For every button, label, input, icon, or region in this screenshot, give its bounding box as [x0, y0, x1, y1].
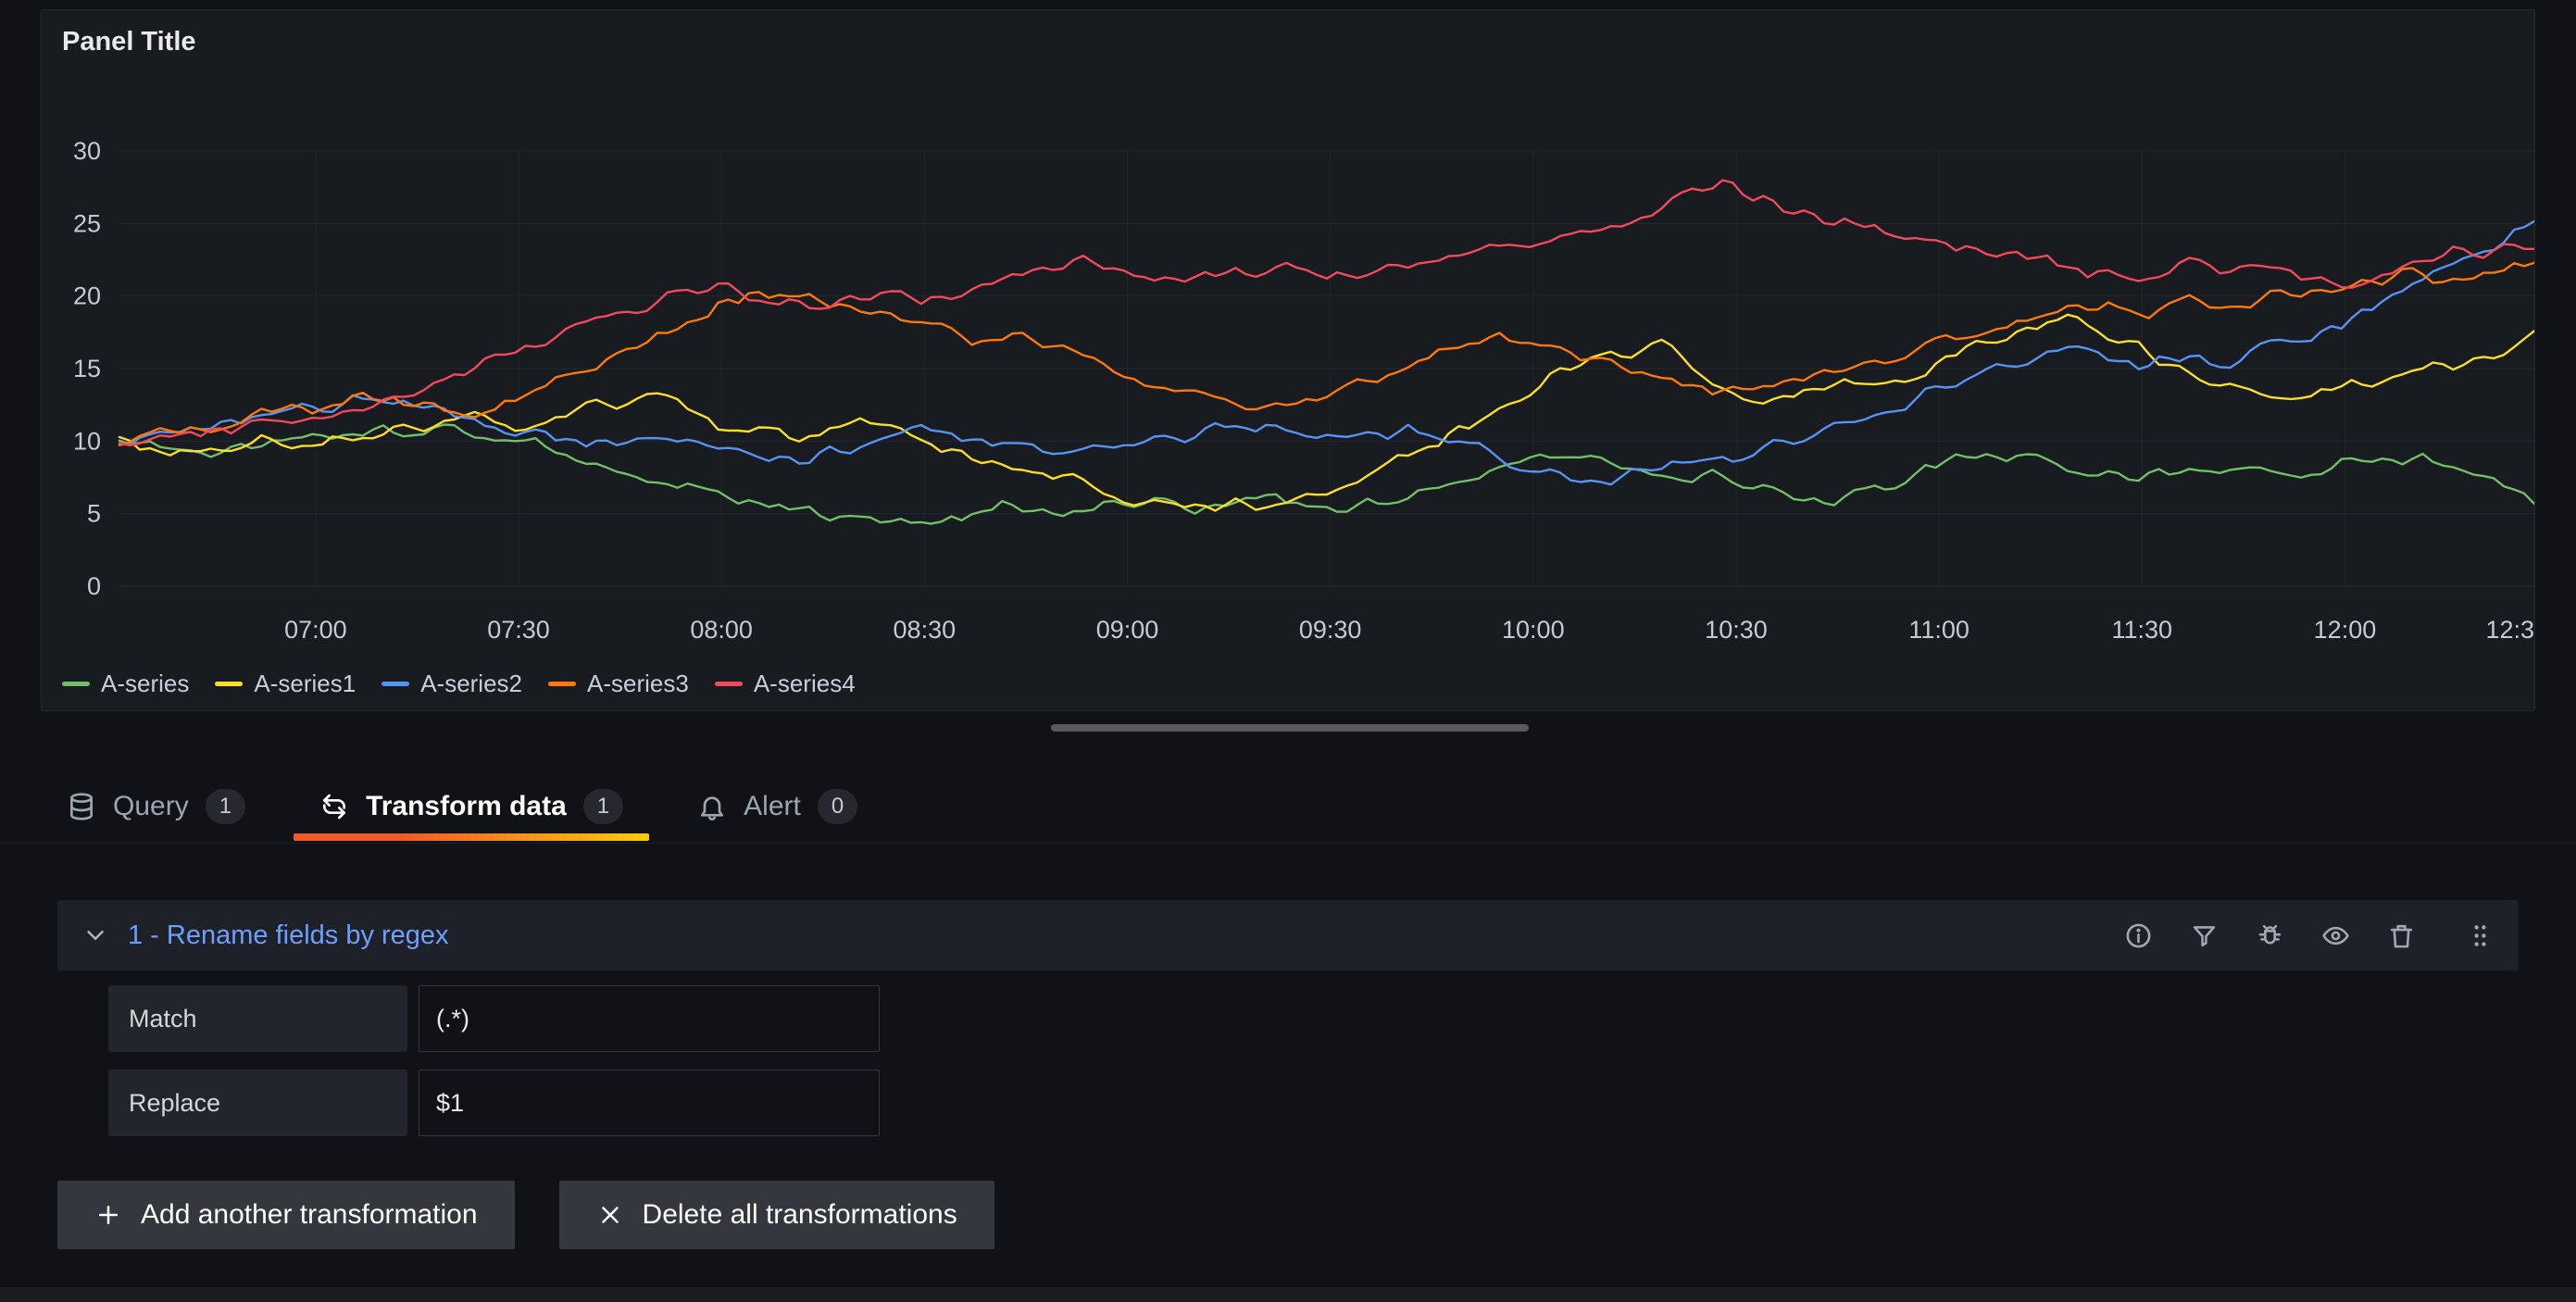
replace-label: Replace [108, 1070, 407, 1136]
horizontal-scrollbar[interactable] [1051, 724, 1529, 732]
tab-label: Alert [744, 791, 801, 821]
add-transformation-button[interactable]: Add another transformation [57, 1181, 515, 1249]
transformation-row-header: 1 - Rename fields by regex [57, 900, 2519, 970]
tab-count-badge: 0 [817, 789, 858, 824]
series-swatch [381, 682, 410, 686]
tab-transform-data[interactable]: Transform data 1 [294, 772, 650, 841]
svg-text:08:00: 08:00 [690, 616, 753, 644]
delete-all-transformations-button[interactable]: Delete all transformations [558, 1181, 994, 1249]
legend-item[interactable]: A-series2 [381, 670, 522, 698]
filter-icon[interactable] [2190, 921, 2219, 950]
svg-text:5: 5 [87, 500, 101, 528]
tab-bar-divider [0, 843, 2576, 844]
svg-text:09:30: 09:30 [1299, 616, 1362, 644]
plus-icon [99, 1206, 118, 1224]
svg-text:12:00: 12:00 [2314, 616, 2377, 644]
tab-alert[interactable]: Alert 0 [671, 772, 883, 841]
svg-text:10:00: 10:00 [1502, 616, 1565, 644]
svg-text:10:30: 10:30 [1705, 616, 1768, 644]
editor-tab-bar: Query 1 Transform data 1 Alert 0 [41, 772, 2576, 841]
match-field-row: Match [108, 985, 880, 1052]
delete-all-transformations-label: Delete all transformations [642, 1199, 957, 1230]
drag-handle-icon[interactable] [2466, 921, 2495, 950]
svg-text:07:00: 07:00 [284, 616, 347, 644]
svg-text:12:3: 12:3 [2485, 616, 2534, 644]
replace-field-row: Replace [108, 1070, 880, 1136]
svg-text:25: 25 [73, 209, 101, 237]
svg-text:15: 15 [73, 355, 101, 382]
series-swatch [215, 682, 244, 686]
next-section-edge [0, 1287, 2576, 1302]
svg-text:08:30: 08:30 [894, 616, 957, 644]
svg-text:11:00: 11:00 [1908, 616, 1970, 644]
svg-text:30: 30 [73, 137, 101, 165]
tab-label: Query [113, 791, 189, 821]
time-series-panel: Panel Title 0 5 10 15 20 25 30 07:00 07:30 08:00 0… [41, 9, 2535, 711]
transformation-title[interactable]: 1 - Rename fields by regex [128, 920, 449, 950]
legend-item[interactable]: A-series3 [548, 670, 689, 698]
svg-text:07:30: 07:30 [487, 616, 550, 644]
tab-count-badge: 1 [582, 789, 624, 824]
series-swatch [548, 682, 577, 686]
info-icon[interactable] [2124, 921, 2153, 950]
svg-text:0: 0 [87, 572, 101, 600]
tab-label: Transform data [366, 791, 567, 821]
legend-label: A-series1 [254, 670, 356, 697]
match-input[interactable] [419, 985, 880, 1052]
panel-title: Panel Title [62, 27, 196, 56]
series-swatch [714, 682, 743, 686]
replace-input[interactable] [419, 1070, 880, 1136]
chevron-down-icon[interactable] [81, 921, 109, 949]
legend-label: A-series3 [587, 670, 689, 697]
tab-query[interactable]: Query 1 [41, 772, 271, 841]
eye-icon[interactable] [2321, 921, 2350, 950]
tab-count-badge: 1 [205, 789, 246, 824]
close-icon [601, 1207, 619, 1223]
match-label: Match [108, 985, 407, 1052]
bug-icon[interactable] [2256, 921, 2284, 950]
transform-icon [323, 794, 346, 820]
legend-item[interactable]: A-series [62, 670, 189, 698]
legend-label: A-series2 [420, 670, 523, 697]
legend-label: A-series [101, 670, 190, 697]
time-series-chart[interactable]: 0 5 10 15 20 25 30 07:00 07:30 08:00 08:30 09:00 09:… [42, 10, 2534, 710]
legend-item[interactable]: A-series1 [215, 670, 356, 698]
add-transformation-label: Add another transformation [141, 1199, 478, 1230]
svg-text:20: 20 [73, 282, 101, 310]
legend-label: A-series4 [753, 670, 856, 697]
database-icon [70, 793, 93, 820]
legend-item[interactable]: A-series4 [714, 670, 856, 698]
series-swatch [62, 682, 90, 686]
svg-text:11:30: 11:30 [2112, 616, 2173, 644]
svg-text:09:00: 09:00 [1096, 616, 1159, 644]
trash-icon[interactable] [2387, 921, 2416, 950]
transformation-actions [2124, 921, 2495, 950]
bell-icon [701, 796, 724, 820]
transformation-footer-actions: Add another transformation Delete all tr… [57, 1181, 994, 1249]
chart-legend: A-series A-series1 A-series2 A-series3 A… [62, 670, 856, 698]
svg-text:10: 10 [73, 427, 101, 455]
